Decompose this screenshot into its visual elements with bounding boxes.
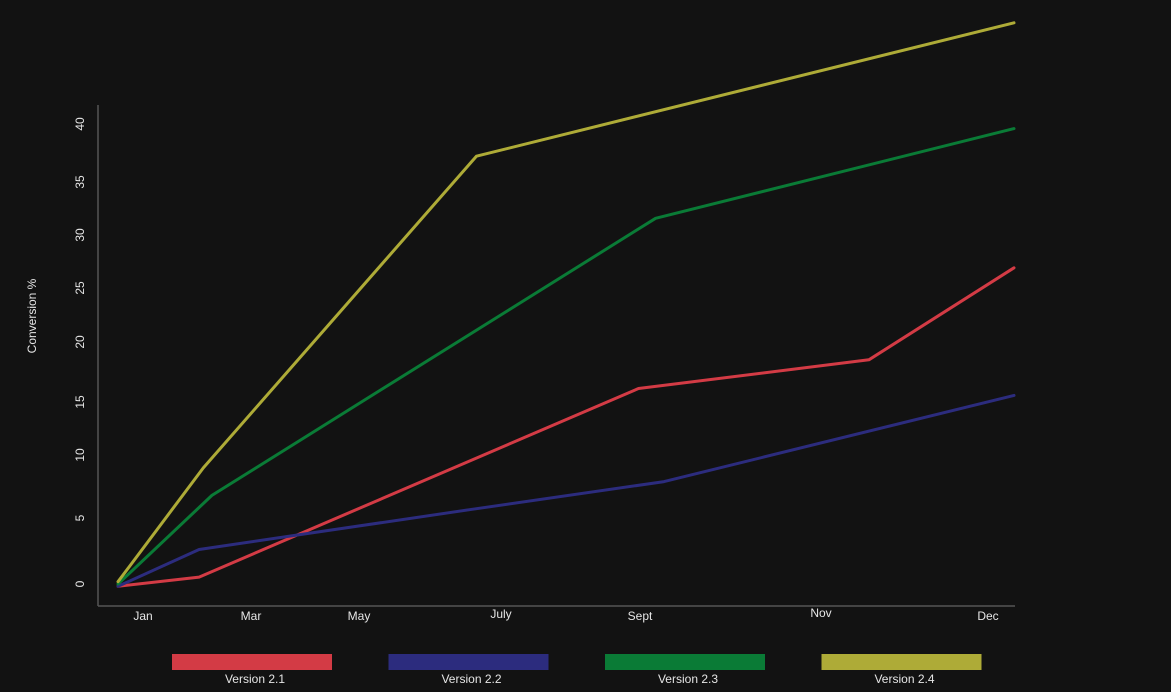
y-tick-label: 40: [73, 117, 87, 131]
x-tick-label: Dec: [977, 609, 998, 623]
legend-label: Version 2.2: [441, 672, 501, 686]
y-tick-label: 20: [73, 335, 87, 349]
y-axis-ticks: 0 5 10 15 20 25 30 35 40: [73, 117, 87, 587]
y-tick-label: 5: [73, 514, 87, 521]
x-axis-ticks: Jan Mar May July Sept Nov Dec: [133, 606, 998, 623]
y-tick-label: 0: [73, 580, 87, 587]
x-tick-label: Sept: [628, 609, 653, 623]
legend-label: Version 2.4: [874, 672, 934, 686]
y-tick-label: 25: [73, 281, 87, 295]
legend-label: Version 2.1: [225, 672, 285, 686]
legend-swatch: [172, 654, 332, 670]
legend-swatch: [605, 654, 765, 670]
series-line-3: [116, 127, 1016, 586]
x-tick-label: Mar: [241, 609, 262, 623]
y-tick-label: 15: [73, 395, 87, 409]
legend-item: Version 2.2: [388, 654, 549, 686]
x-tick-label: July: [490, 607, 511, 621]
x-tick-label: Jan: [133, 609, 152, 623]
x-tick-label: Nov: [810, 606, 831, 620]
legend-swatch: [821, 654, 982, 670]
legend: Version 2.1 Version 2.2 Version 2.3 Version…: [172, 654, 982, 686]
series-line-2: [116, 393, 1016, 588]
legend-label: Version 2.3: [658, 672, 718, 686]
y-tick-label: 35: [73, 175, 87, 189]
series-line-1: [116, 266, 1016, 588]
series-lines: [116, 21, 1016, 588]
x-tick-label: May: [348, 609, 371, 623]
y-tick-label: 30: [73, 228, 87, 242]
legend-item: Version 2.1: [172, 654, 332, 686]
legend-item: Version 2.4: [821, 654, 982, 686]
y-axis-label: Conversion %: [25, 278, 39, 353]
legend-swatch: [388, 654, 549, 670]
y-tick-label: 10: [73, 448, 87, 462]
legend-item: Version 2.3: [605, 654, 765, 686]
chart-axes: [97, 105, 1015, 607]
series-line-4: [116, 21, 1016, 584]
